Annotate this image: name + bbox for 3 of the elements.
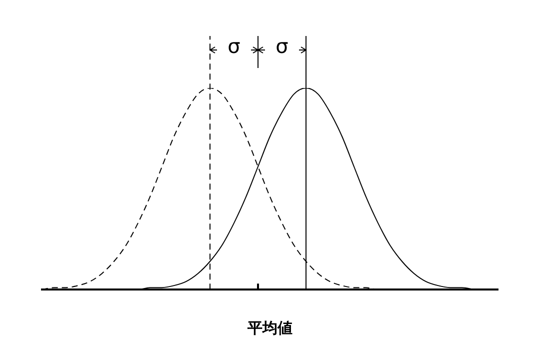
- x-axis-title: 平均値: [246, 318, 292, 337]
- text: σ: [228, 34, 241, 58]
- text: σ: [276, 34, 289, 58]
